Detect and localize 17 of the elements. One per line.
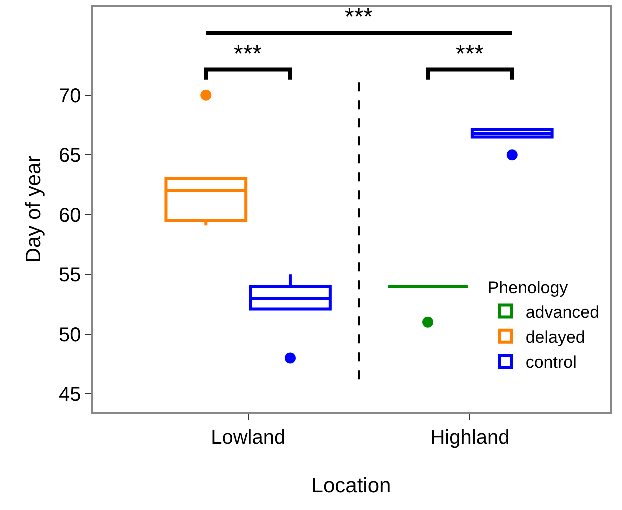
legend-label: delayed <box>526 328 586 347</box>
y-tick-label: 45 <box>59 384 82 406</box>
y-tick-label: 70 <box>59 85 82 108</box>
y-tick-label: 65 <box>59 145 82 168</box>
x-axis-title: Location <box>312 474 392 498</box>
x-tick-label: Lowland <box>211 426 286 449</box>
y-tick-label: 50 <box>59 324 82 346</box>
legend-label: control <box>526 353 577 372</box>
legend-label: advanced <box>526 302 600 322</box>
legend-title: Phenology <box>488 278 569 298</box>
y-tick-label: 55 <box>59 264 82 287</box>
x-tick-label: Highland <box>430 426 510 449</box>
y-axis-title: Day of year <box>22 156 46 264</box>
annotation: *** <box>234 41 262 68</box>
y-tick-label: 60 <box>59 204 82 227</box>
annotation: *** <box>456 41 484 68</box>
annotation: *** <box>345 4 374 31</box>
